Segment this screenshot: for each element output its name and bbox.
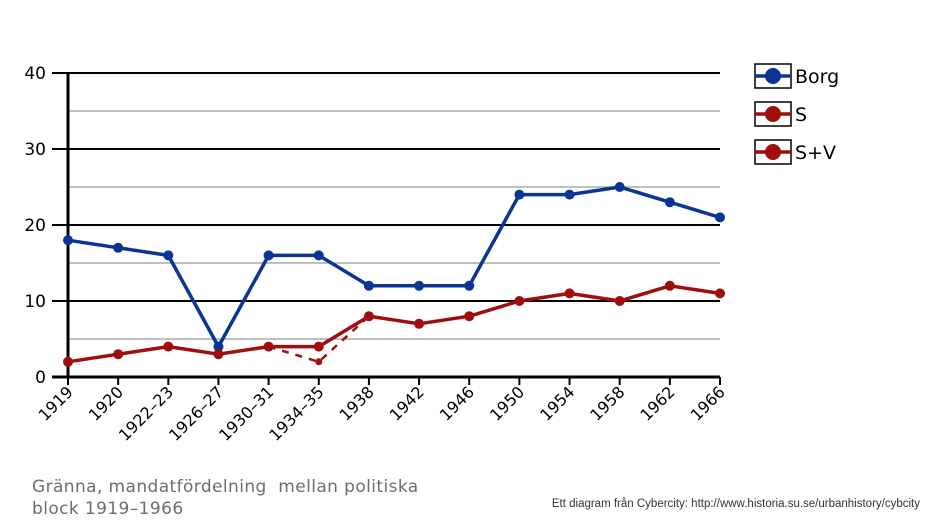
caption-line-2: block 1919–1966 bbox=[32, 499, 184, 519]
data-point-s-v bbox=[614, 296, 625, 306]
legend-item-s: S bbox=[754, 101, 807, 127]
x-tick-label: 1962 bbox=[636, 382, 678, 424]
data-point-borg bbox=[213, 341, 224, 352]
data-point-s-v bbox=[363, 311, 374, 322]
x-tick-label: 1946 bbox=[436, 382, 478, 424]
caption-line-1: Gränna, mandatfördelning mellan politisk… bbox=[32, 477, 419, 497]
x-tick-label: 1920 bbox=[85, 382, 127, 424]
x-tick-label: 1919 bbox=[35, 382, 77, 424]
data-point-s-v bbox=[664, 280, 675, 291]
data-point-borg bbox=[113, 242, 124, 253]
legend-swatch-marker bbox=[765, 106, 781, 122]
data-point-s-v bbox=[213, 349, 224, 360]
series-line-s bbox=[268, 315, 370, 364]
data-point-s-v bbox=[564, 288, 575, 299]
data-point-borg bbox=[263, 250, 274, 261]
legend-label: S bbox=[795, 104, 807, 126]
y-tick-label: 30 bbox=[24, 140, 46, 160]
data-point-borg bbox=[313, 250, 324, 261]
x-tick-label: 1950 bbox=[486, 382, 528, 424]
data-point-borg bbox=[664, 197, 675, 208]
x-tick-label: 1938 bbox=[336, 382, 378, 424]
x-tick-label: 1958 bbox=[586, 382, 628, 424]
data-point-borg bbox=[614, 182, 625, 192]
data-point-borg bbox=[464, 280, 475, 291]
data-point-s-v bbox=[715, 288, 725, 299]
legend-swatch-marker bbox=[765, 144, 781, 160]
series-line-s-v bbox=[67, 284, 721, 364]
data-point-borg bbox=[163, 250, 174, 261]
y-tick-label: 20 bbox=[24, 216, 46, 236]
chart-caption: Gränna, mandatfördelning mellan politisk… bbox=[32, 476, 452, 520]
data-point-s-v bbox=[63, 356, 73, 367]
series-line-borg bbox=[67, 185, 721, 349]
legend-label: Borg bbox=[795, 66, 839, 88]
data-point-s-v bbox=[113, 349, 124, 360]
data-point-s-v bbox=[263, 341, 274, 352]
data-point-borg bbox=[514, 189, 525, 200]
x-tick-label: 1954 bbox=[536, 382, 578, 424]
series-s-v bbox=[63, 280, 725, 367]
x-tick-label: 1934–35 bbox=[265, 382, 327, 444]
data-point-s-v bbox=[163, 341, 174, 352]
data-point-s-v bbox=[514, 296, 525, 306]
data-point-borg bbox=[363, 280, 374, 291]
x-tick-label: 1942 bbox=[386, 382, 428, 424]
data-point-borg bbox=[63, 235, 73, 246]
data-point-s-v bbox=[464, 311, 475, 322]
y-tick-label: 0 bbox=[35, 368, 46, 388]
legend-label: S+V bbox=[795, 142, 836, 164]
data-point-s bbox=[315, 358, 323, 366]
series-borg bbox=[63, 182, 725, 352]
data-point-s-v bbox=[313, 341, 324, 352]
data-point-borg bbox=[564, 189, 575, 200]
data-point-s-v bbox=[414, 318, 425, 329]
legend-swatch-marker bbox=[765, 68, 781, 84]
legend-item-s-v: S+V bbox=[754, 139, 836, 165]
data-point-borg bbox=[715, 212, 725, 223]
x-tick-label: 1966 bbox=[687, 382, 729, 424]
source-credit: Ett diagram från Cybercity: http://www.h… bbox=[551, 498, 920, 510]
y-tick-label: 10 bbox=[24, 292, 46, 312]
y-tick-label: 40 bbox=[24, 64, 46, 84]
legend-item-borg: Borg bbox=[754, 63, 839, 89]
data-point-borg bbox=[414, 280, 425, 291]
